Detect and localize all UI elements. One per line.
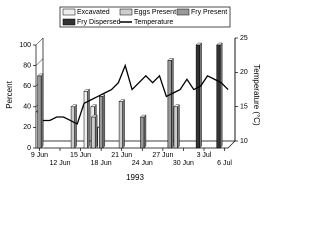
bar-side [74, 104, 77, 149]
x-tick-label: 27 Jun [152, 152, 173, 159]
legend-swatch [62, 8, 76, 16]
y2-tick-label: 20 [240, 69, 248, 76]
x-tick-label: 12 Jun [49, 160, 70, 167]
x-tick-label: 30 Jun [173, 160, 194, 167]
bar-side [199, 42, 202, 149]
bar [167, 60, 172, 149]
legend-label: Temperature [134, 19, 173, 26]
x-tick-label: 21 Jun [111, 152, 132, 159]
legend-swatch [62, 18, 76, 26]
bar [70, 106, 75, 149]
legend-label: Fry Dispersed [77, 19, 121, 26]
bar [216, 44, 221, 149]
bar-side [87, 88, 90, 149]
y-tick-label: 20 [23, 124, 31, 131]
bar-side [171, 57, 174, 149]
x-tick-label: 24 Jun [132, 160, 153, 167]
bar-side [143, 114, 147, 149]
y-tick-label: 60 [23, 83, 31, 90]
x-tick-label: 18 Jun [91, 160, 112, 167]
chart: Percent Temperature (°C) 1993 0 20 40 60 80 1… [5, 6, 261, 182]
grid-line [35, 58, 44, 66]
x-tick-label: 9 Jun [31, 152, 48, 159]
x-tick-label: 6 Jul [217, 160, 232, 167]
y-axis-label: Percent [5, 80, 14, 108]
bar-side [94, 114, 98, 149]
bar [118, 101, 123, 149]
bar-side [102, 94, 106, 149]
grid-line [35, 37, 44, 46]
legend-label: Excavated [77, 9, 110, 16]
y-tick-label: 100 [19, 42, 31, 49]
bar-side [40, 73, 44, 149]
x-axis-label: 1993 [126, 173, 144, 182]
bar [195, 44, 200, 149]
y2-axis-label: Temperature (°C) [252, 64, 261, 126]
legend-swatch [119, 8, 133, 16]
bar-side [177, 104, 180, 149]
floor [35, 140, 236, 149]
bar [83, 91, 88, 149]
bar [91, 116, 96, 149]
bar-side [122, 99, 125, 149]
legend-label: Eggs Present [134, 9, 176, 16]
temperature-line [42, 63, 229, 125]
bar [140, 116, 145, 149]
bar [37, 75, 42, 149]
x-tick-label: 15 Jun [70, 152, 91, 159]
y2-tick-label: 15 [240, 104, 248, 111]
y-tick-label: 40 [23, 104, 31, 111]
y2-tick-label: 25 [240, 35, 248, 42]
legend-box [59, 6, 231, 28]
legend-label: Fry Present [191, 9, 227, 16]
bar [173, 106, 178, 149]
bar [99, 96, 104, 149]
y-tick-label: 0 [27, 145, 31, 152]
y-tick-label: 80 [23, 62, 31, 69]
y2-tick-label: 10 [240, 138, 248, 145]
x-tick-label: 3 Jul [197, 152, 212, 159]
bar-side [219, 42, 223, 149]
legend-swatch [176, 8, 190, 16]
